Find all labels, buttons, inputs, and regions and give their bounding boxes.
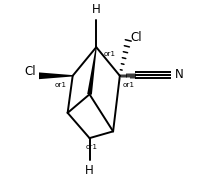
Text: H: H [85, 164, 94, 177]
Text: or1: or1 [122, 82, 134, 88]
Text: N: N [174, 69, 183, 82]
Text: Cl: Cl [24, 65, 36, 78]
Text: H: H [92, 3, 101, 16]
Polygon shape [87, 47, 97, 95]
Text: or1: or1 [55, 82, 67, 88]
Text: or1: or1 [104, 51, 116, 57]
Text: Cl: Cl [131, 31, 142, 44]
Polygon shape [39, 72, 73, 79]
Text: or1: or1 [86, 144, 98, 150]
